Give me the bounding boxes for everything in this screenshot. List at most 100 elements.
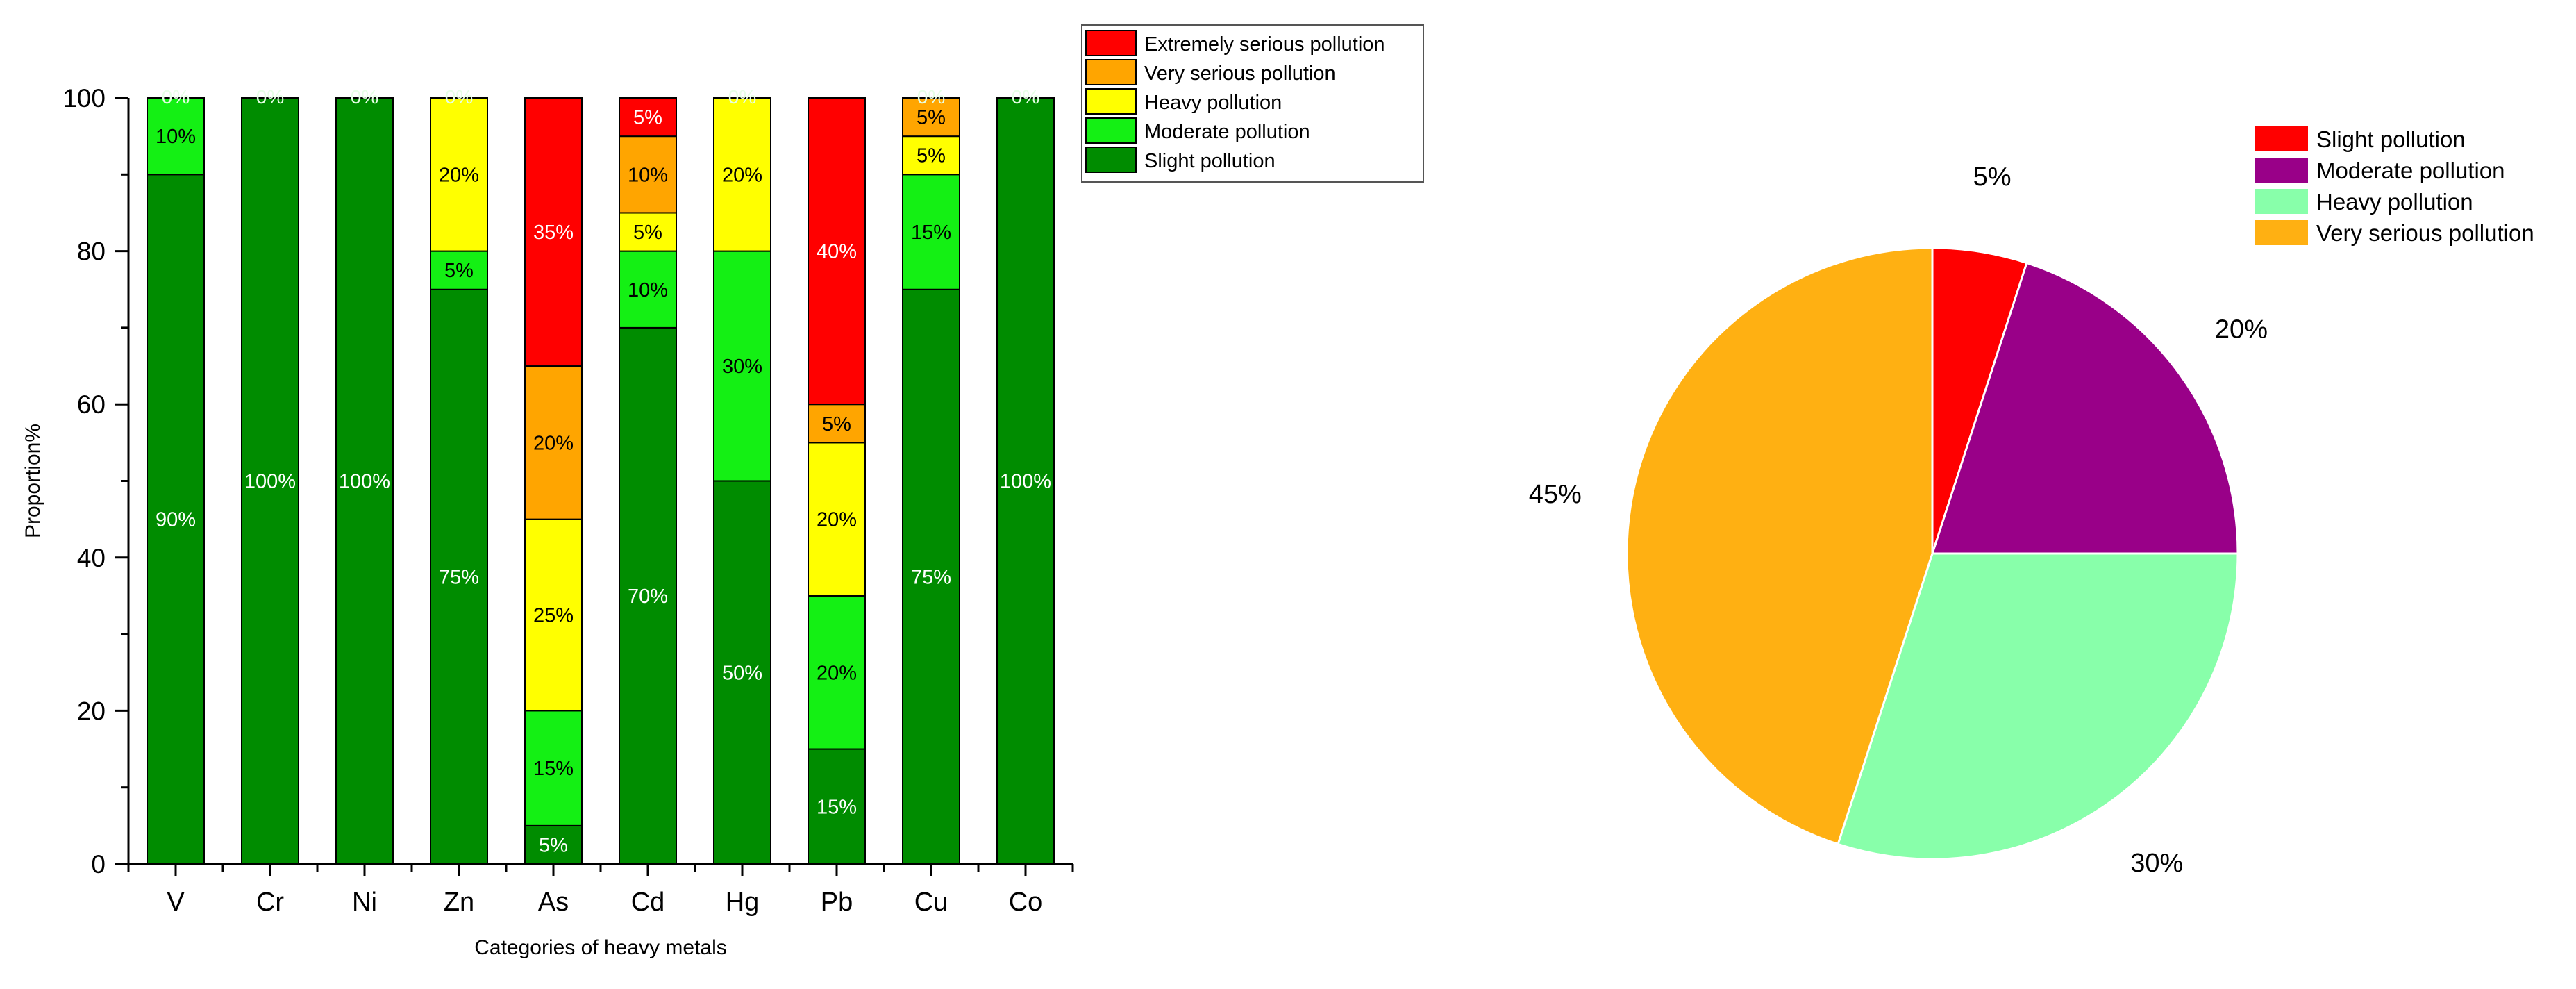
- bar-value-label: 5%: [633, 107, 662, 129]
- bar-segment: [619, 97, 677, 138]
- bar-segment: [902, 97, 960, 138]
- zero-percent-label: 0%: [351, 86, 378, 108]
- bar-value-label: 20%: [817, 662, 857, 684]
- y-tick-label: 20: [77, 697, 106, 725]
- bar-segment: [713, 250, 771, 482]
- bar-segment: [808, 748, 866, 865]
- pie-legend-swatch: [2255, 158, 2308, 183]
- zero-percent-label: 0%: [162, 86, 190, 108]
- bar-value-label: 40%: [817, 241, 857, 263]
- bar-value-label: 20%: [817, 509, 857, 531]
- y-tick-label: 80: [77, 238, 106, 266]
- bar-segment: [335, 97, 394, 865]
- bar-segment: [713, 480, 771, 865]
- bar-segment: [524, 97, 583, 367]
- pie-slice-label: 30%: [2130, 849, 2183, 878]
- x-tick-label: As: [538, 888, 569, 917]
- x-tick-label: Co: [1009, 888, 1043, 917]
- bar-legend: Extremely serious pollution Very serious …: [1081, 24, 1424, 183]
- bar-value-label: 10%: [628, 164, 668, 186]
- bar-segment: [619, 212, 677, 252]
- bar-chart: 90% 10% 100% 100% 75% 5% 20% 5% 15% 25% 20% 35% 70% 1…: [22, 24, 1424, 959]
- x-tick-label: Ni: [352, 888, 377, 917]
- bar-value-label: 50%: [722, 662, 762, 684]
- pie-legend-label: Very serious pollution: [2316, 220, 2534, 246]
- bar-segment: [430, 250, 488, 290]
- bar-legend-label: Heavy pollution: [1144, 92, 1282, 114]
- bar-value-label: 75%: [439, 566, 479, 588]
- bar-value-label: 15%: [911, 222, 951, 244]
- y-tick-label: 60: [77, 390, 106, 419]
- bar-value-label: 100%: [244, 471, 296, 493]
- bar-value-label: 10%: [628, 279, 668, 301]
- bar-segment: [808, 404, 866, 444]
- x-tick-label: Cu: [914, 888, 948, 917]
- bar-legend-swatch: [1085, 147, 1137, 173]
- pie-legend-label: Slight pollution: [2316, 126, 2466, 152]
- x-tick-label: V: [167, 888, 185, 917]
- bar-value-label: 100%: [339, 471, 390, 493]
- pie-slice: [1837, 552, 2239, 861]
- bar-legend-frame: [1081, 24, 1424, 183]
- bar-segment: [524, 365, 583, 520]
- bar-legend-swatch: [1085, 117, 1137, 144]
- bar-segment: [713, 97, 771, 252]
- bar-segment: [619, 326, 677, 865]
- pie-legend-label: Moderate pollution: [2316, 158, 2505, 183]
- bar-value-label: 20%: [533, 432, 574, 454]
- x-tick-label: Zn: [444, 888, 474, 917]
- bar-value-label: 5%: [539, 834, 568, 856]
- pie-slice: [1930, 261, 2239, 555]
- bar-segment: [808, 442, 866, 597]
- bar-legend-label: Moderate pollution: [1144, 121, 1310, 143]
- zero-percent-label: 0%: [917, 86, 945, 108]
- pie-legend: Slight pollution Moderate pollution Heavy …: [2255, 126, 2534, 246]
- bar-segment: [524, 518, 583, 712]
- bar-legend-swatch: [1085, 59, 1137, 85]
- bar-value-label: 5%: [444, 260, 474, 282]
- bar-segment: [902, 174, 960, 290]
- pie-legend-swatch: [2255, 220, 2308, 245]
- pie-legend-label: Heavy pollution: [2316, 189, 2473, 215]
- bar-segment: [808, 97, 866, 406]
- x-tick-label: Hg: [726, 888, 760, 917]
- y-tick-label: 0: [91, 850, 106, 879]
- bar-segment: [241, 97, 299, 865]
- bar-segment: [902, 288, 960, 865]
- bar-segment: [430, 97, 488, 252]
- bar-segment: [147, 174, 205, 865]
- bar-value-label: 5%: [917, 107, 946, 129]
- bar-value-label: 25%: [533, 605, 574, 627]
- bar-segment: [619, 135, 677, 214]
- bar-segment: [430, 288, 488, 865]
- zero-percent-label: 0%: [728, 86, 756, 108]
- x-axis-title: Categories of heavy metals: [474, 936, 727, 959]
- bar-legend-label: Slight pollution: [1144, 150, 1276, 172]
- y-axis-title: Proportion%: [22, 424, 44, 538]
- bar-value-label: 75%: [911, 566, 951, 588]
- pie-slice: [1625, 247, 1934, 846]
- bar-value-label: 5%: [917, 145, 946, 167]
- bar-value-label: 15%: [817, 796, 857, 818]
- bar-value-label: 20%: [439, 164, 479, 186]
- pie-chart: 5% 20% 30% 45% Slight pollution Moderate poll…: [1529, 126, 2534, 878]
- bar-segment: [524, 824, 583, 865]
- bar-segment: [902, 135, 960, 176]
- bar-segment: [147, 97, 205, 176]
- pie-slice-label: 45%: [1529, 480, 1582, 509]
- bar-value-label: 100%: [1000, 471, 1051, 493]
- bar-value-label: 5%: [822, 413, 851, 435]
- y-tick-label: 40: [77, 544, 106, 572]
- pie-legend-swatch: [2255, 126, 2308, 151]
- bar-value-label: 35%: [533, 222, 574, 244]
- zero-percent-label: 0%: [256, 86, 284, 108]
- bar-segment: [524, 710, 583, 826]
- bar-legend-label: Extremely serious pollution: [1144, 33, 1385, 56]
- zero-percent-label: 0%: [1012, 86, 1039, 108]
- bar-legend-swatch: [1085, 88, 1137, 115]
- bar-value-label: 20%: [722, 164, 762, 186]
- bar-value-label: 15%: [533, 758, 574, 780]
- bar-segment: [996, 97, 1055, 865]
